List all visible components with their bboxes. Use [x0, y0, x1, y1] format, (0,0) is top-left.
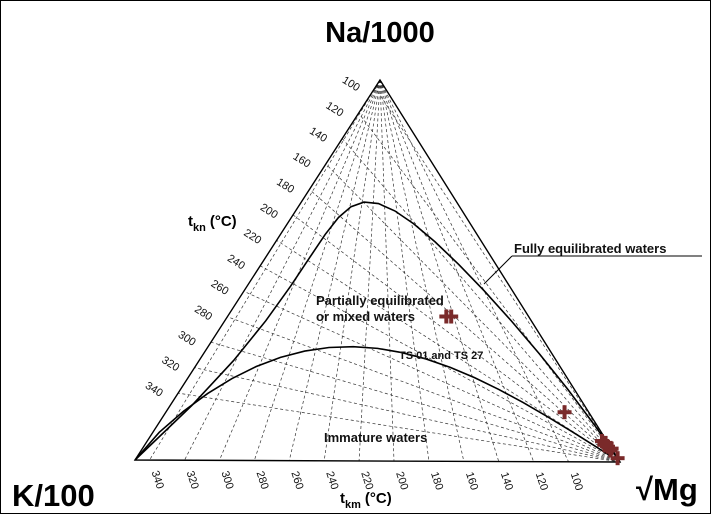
tkm-isotherm — [219, 79, 381, 461]
tkm-isotherm — [184, 79, 381, 461]
tkn-axis-title: tkn (°C) — [188, 213, 237, 234]
tkm-isotherm — [379, 79, 569, 462]
tkm-isotherm — [288, 79, 381, 461]
sample-point — [610, 451, 625, 466]
tkn-isotherm — [276, 240, 621, 463]
region-label-immature: Immature waters — [324, 430, 427, 445]
tkn-tick-label: 180 — [274, 176, 296, 196]
vertex-label-top: Na/1000 — [325, 17, 435, 49]
tkm-tick-label: 120 — [533, 471, 550, 492]
tkn-tick-label: 220 — [241, 227, 263, 247]
tkm-tick-label: 280 — [253, 470, 270, 491]
tkn-tick-label: 280 — [192, 303, 214, 323]
tkn-isotherm — [292, 214, 621, 463]
sample-point — [444, 309, 459, 324]
vertex-label-left: K/100 — [12, 478, 95, 513]
data-points — [439, 309, 625, 466]
tkm-tick-label: 140 — [498, 471, 515, 492]
tkn-tick-label: 140 — [307, 125, 329, 145]
triangle-edge — [133, 78, 622, 463]
triangle-outline — [133, 78, 622, 463]
tkm-tick-label: 300 — [219, 470, 236, 491]
tkm-tick-label: 100 — [568, 471, 585, 492]
tkm-isotherm — [379, 79, 465, 462]
partial-equilibrium-curve — [134, 345, 621, 463]
tkm-tick-label: 220 — [358, 470, 375, 491]
tkn-tick-label: 240 — [225, 252, 247, 272]
tkn-isotherm — [325, 163, 621, 463]
tkn-isotherm — [309, 189, 621, 463]
tkm-isotherm — [379, 79, 500, 462]
tkm-tick-label: 260 — [288, 470, 305, 491]
full-equilibrium-curve — [134, 201, 621, 463]
tkm-isotherm — [149, 79, 381, 461]
tkn-isotherm — [194, 367, 621, 463]
tkn-tick-label: 120 — [324, 100, 346, 120]
tkm-tick-label: 180 — [428, 470, 445, 491]
sample-point — [603, 443, 618, 458]
tkn-isotherm — [374, 87, 621, 463]
tkm-isotherm — [379, 79, 534, 462]
tkm-tick-label: 340 — [149, 469, 166, 490]
tkn-tick-label: 160 — [291, 151, 313, 171]
equilibrium-curves — [134, 201, 621, 463]
region-leader-full-arrow — [483, 255, 513, 285]
tkm-tick-label: 200 — [393, 470, 410, 491]
tkn-isotherm — [227, 316, 621, 463]
tkm-tick-label: 160 — [463, 471, 480, 492]
tkm-tick-label: 240 — [323, 470, 340, 491]
isotherm-grid — [149, 79, 621, 463]
tkn-tick-label: 320 — [159, 354, 181, 374]
region-label-partial-1: Partially equilibrated — [316, 293, 444, 308]
tkn-tick-label: 340 — [143, 380, 165, 400]
region-label-full: Fully equilibrated waters — [514, 241, 666, 256]
tkn-tick-label: 200 — [258, 202, 280, 222]
tkm-axis-title: tkm (°C) — [340, 490, 392, 511]
tkn-tick-label: 300 — [176, 329, 198, 349]
sample-annotation: TS 01 and TS 27 — [399, 350, 483, 362]
region-label-partial-2: or mixed waters — [316, 309, 415, 324]
tkm-isotherm — [379, 79, 430, 462]
tkm-isotherm — [253, 79, 381, 461]
tkn-isotherm — [243, 290, 621, 463]
tkm-isotherm — [358, 79, 381, 461]
tkn-tick-label: 100 — [340, 74, 362, 94]
tkn-isotherm — [358, 112, 621, 463]
tkm-isotherm — [323, 79, 381, 461]
sample-point — [557, 405, 572, 420]
tkm-tick-label: 320 — [184, 469, 201, 490]
tkn-tick-label: 260 — [209, 278, 231, 298]
vertex-label-right: √Mg — [636, 472, 698, 507]
